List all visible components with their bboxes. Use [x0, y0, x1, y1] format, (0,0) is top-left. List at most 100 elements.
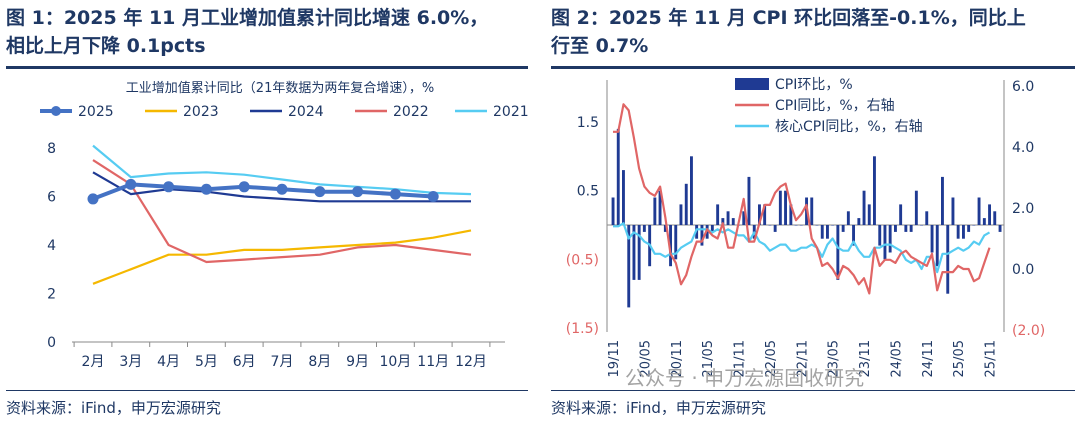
right-y-tick-label: 6.0 — [1012, 79, 1034, 95]
y-tick-label: 4 — [47, 238, 56, 254]
cpi-mom-bar — [810, 197, 814, 225]
cpi-mom-bar — [611, 197, 615, 225]
right-bottom-rule — [551, 390, 1075, 391]
cpi-mom-bar — [721, 218, 725, 225]
left-y-tick-label: 1.5 — [577, 115, 599, 131]
y-tick-label: 0 — [47, 335, 56, 351]
cpi-mom-bar — [899, 204, 903, 225]
cpi-mom-bar — [951, 197, 955, 225]
cpi-mom-bar — [642, 225, 646, 232]
cpi-mom-bar — [841, 225, 845, 232]
y-tick-label: 8 — [47, 141, 56, 157]
right-source: 资料来源：iFind，申万宏源研究 — [551, 399, 766, 417]
cpi-mom-bar — [988, 204, 991, 225]
legend-label: 核心CPI同比，%，右轴 — [775, 119, 923, 135]
cpi-mom-bar — [700, 225, 704, 246]
series-line-2022 — [92, 159, 472, 264]
series-line-2025 — [92, 182, 434, 201]
legend-label-2023: 2023 — [183, 104, 219, 120]
cpi-mom-bar — [794, 225, 798, 226]
cpi-mom-bar — [920, 225, 923, 226]
x-tick-label: 3月 — [119, 354, 142, 370]
cpi-mom-bar — [888, 225, 892, 253]
cpi-mom-bar — [852, 225, 855, 246]
series-line-2023 — [92, 229, 472, 285]
x-tick-label: 6月 — [233, 354, 256, 370]
cpi-mom-bar — [710, 225, 714, 232]
cpi-mom-bar — [742, 211, 746, 225]
left-y-tick-label: (0.5) — [566, 252, 599, 268]
cpi-mom-bar — [956, 225, 960, 239]
x-tick-label: 22/05 — [764, 340, 779, 377]
legend-label-2022: 2022 — [393, 104, 429, 120]
cpi-mom-bar — [799, 225, 803, 226]
cpi-yoy-line — [613, 103, 991, 295]
cpi-mom-bar — [616, 128, 620, 225]
right-title-line2: 行至 0.7% — [551, 35, 649, 57]
x-tick-label: 20/05 — [638, 340, 653, 377]
series-point-2025 — [87, 193, 99, 205]
legend-label-2025: 2025 — [78, 104, 114, 120]
right-chart: 1.5 0.5 (0.5) (1.5) 6.0 4.0 2.0 0.0 (2.0) 19/11 20… — [566, 77, 1045, 377]
x-tick-label: 4月 — [157, 354, 180, 370]
left-title-line1: 图 1：2025 年 11 月工业增加值累计同比增速 6.0%， — [6, 7, 489, 29]
x-tick-label: 21/11 — [733, 340, 748, 377]
left-title: 图 1：2025 年 11 月工业增加值累计同比增速 6.0%， 相比上月下降 … — [6, 4, 488, 60]
legend-marker-2025 — [51, 106, 61, 116]
cpi-mom-bar — [894, 225, 897, 232]
legend-label: CPI同比，%，右轴 — [775, 98, 895, 114]
left-source: 资料来源：iFind，申万宏源研究 — [6, 399, 221, 417]
left-y-tick-label: (1.5) — [566, 321, 599, 337]
right-top-rule — [551, 66, 1075, 69]
cpi-mom-bar — [789, 204, 793, 225]
x-tick-label: 22/11 — [795, 340, 810, 377]
x-tick-label: 24/11 — [921, 340, 936, 377]
series-point-2025 — [427, 191, 439, 202]
cpi-mom-bar — [909, 225, 913, 232]
cpi-mom-bar — [862, 190, 866, 225]
cpi-mom-bar — [878, 225, 882, 246]
cpi-mom-bar — [836, 225, 840, 280]
cpi-mom-bar — [831, 225, 835, 226]
x-tick-label: 11月 — [417, 354, 449, 370]
cpi-mom-bar — [820, 225, 824, 239]
cpi-mom-bar — [773, 225, 777, 232]
cpi-mom-bar — [904, 225, 908, 232]
cpi-mom-bar — [857, 218, 861, 225]
cpi-mom-bar — [967, 225, 971, 232]
right-y-tick-label: 4.0 — [1012, 140, 1034, 156]
cpi-mom-bar — [846, 211, 850, 225]
cpi-mom-bar — [946, 225, 950, 294]
x-tick-label: 8月 — [308, 354, 331, 370]
cpi-mom-bar — [622, 170, 625, 225]
right-y-tick-label: 0.0 — [1012, 262, 1034, 278]
series-line-2024 — [92, 171, 471, 203]
cpi-mom-bar — [627, 225, 631, 308]
cpi-mom-bar — [768, 225, 772, 226]
cpi-mom-bar — [982, 218, 986, 225]
cpi-mom-bar — [637, 225, 641, 280]
cpi-mom-bar — [778, 190, 782, 225]
left-panel: 图 1：2025 年 11 月工业增加值累计同比增速 6.0%， 相比上月下降 … — [0, 0, 528, 423]
cpi-mom-bar — [669, 225, 672, 267]
x-tick-label: 12月 — [455, 354, 487, 370]
x-tick-label: 2月 — [82, 354, 105, 370]
cpi-mom-bar — [935, 225, 939, 267]
series-point-2025 — [200, 183, 212, 195]
left-y-tick-label: 0.5 — [577, 184, 599, 200]
y-tick-label: 2 — [47, 287, 56, 303]
watermark: 公众号 · 申万宏源固收研究 — [625, 366, 865, 390]
right-y-tick-label: (2.0) — [1012, 323, 1045, 339]
left-title-line2: 相比上月下降 0.1pcts — [6, 35, 206, 57]
left-chart: 工业增加值累计同比（21年数据为两年复合增速），%2025 2023 2024 202… — [40, 80, 528, 370]
x-tick-label: 9月 — [346, 354, 369, 370]
cpi-mom-bar — [747, 176, 751, 225]
x-tick-label: 23/05 — [827, 340, 842, 377]
series-point-2025 — [238, 181, 250, 193]
cpi-mom-bar — [763, 204, 767, 225]
cpi-mom-bar — [925, 211, 929, 225]
series-point-2025 — [389, 188, 401, 200]
cpi-mom-bar — [716, 204, 720, 225]
cpi-mom-bar — [674, 225, 678, 260]
series-point-2025 — [276, 183, 288, 195]
